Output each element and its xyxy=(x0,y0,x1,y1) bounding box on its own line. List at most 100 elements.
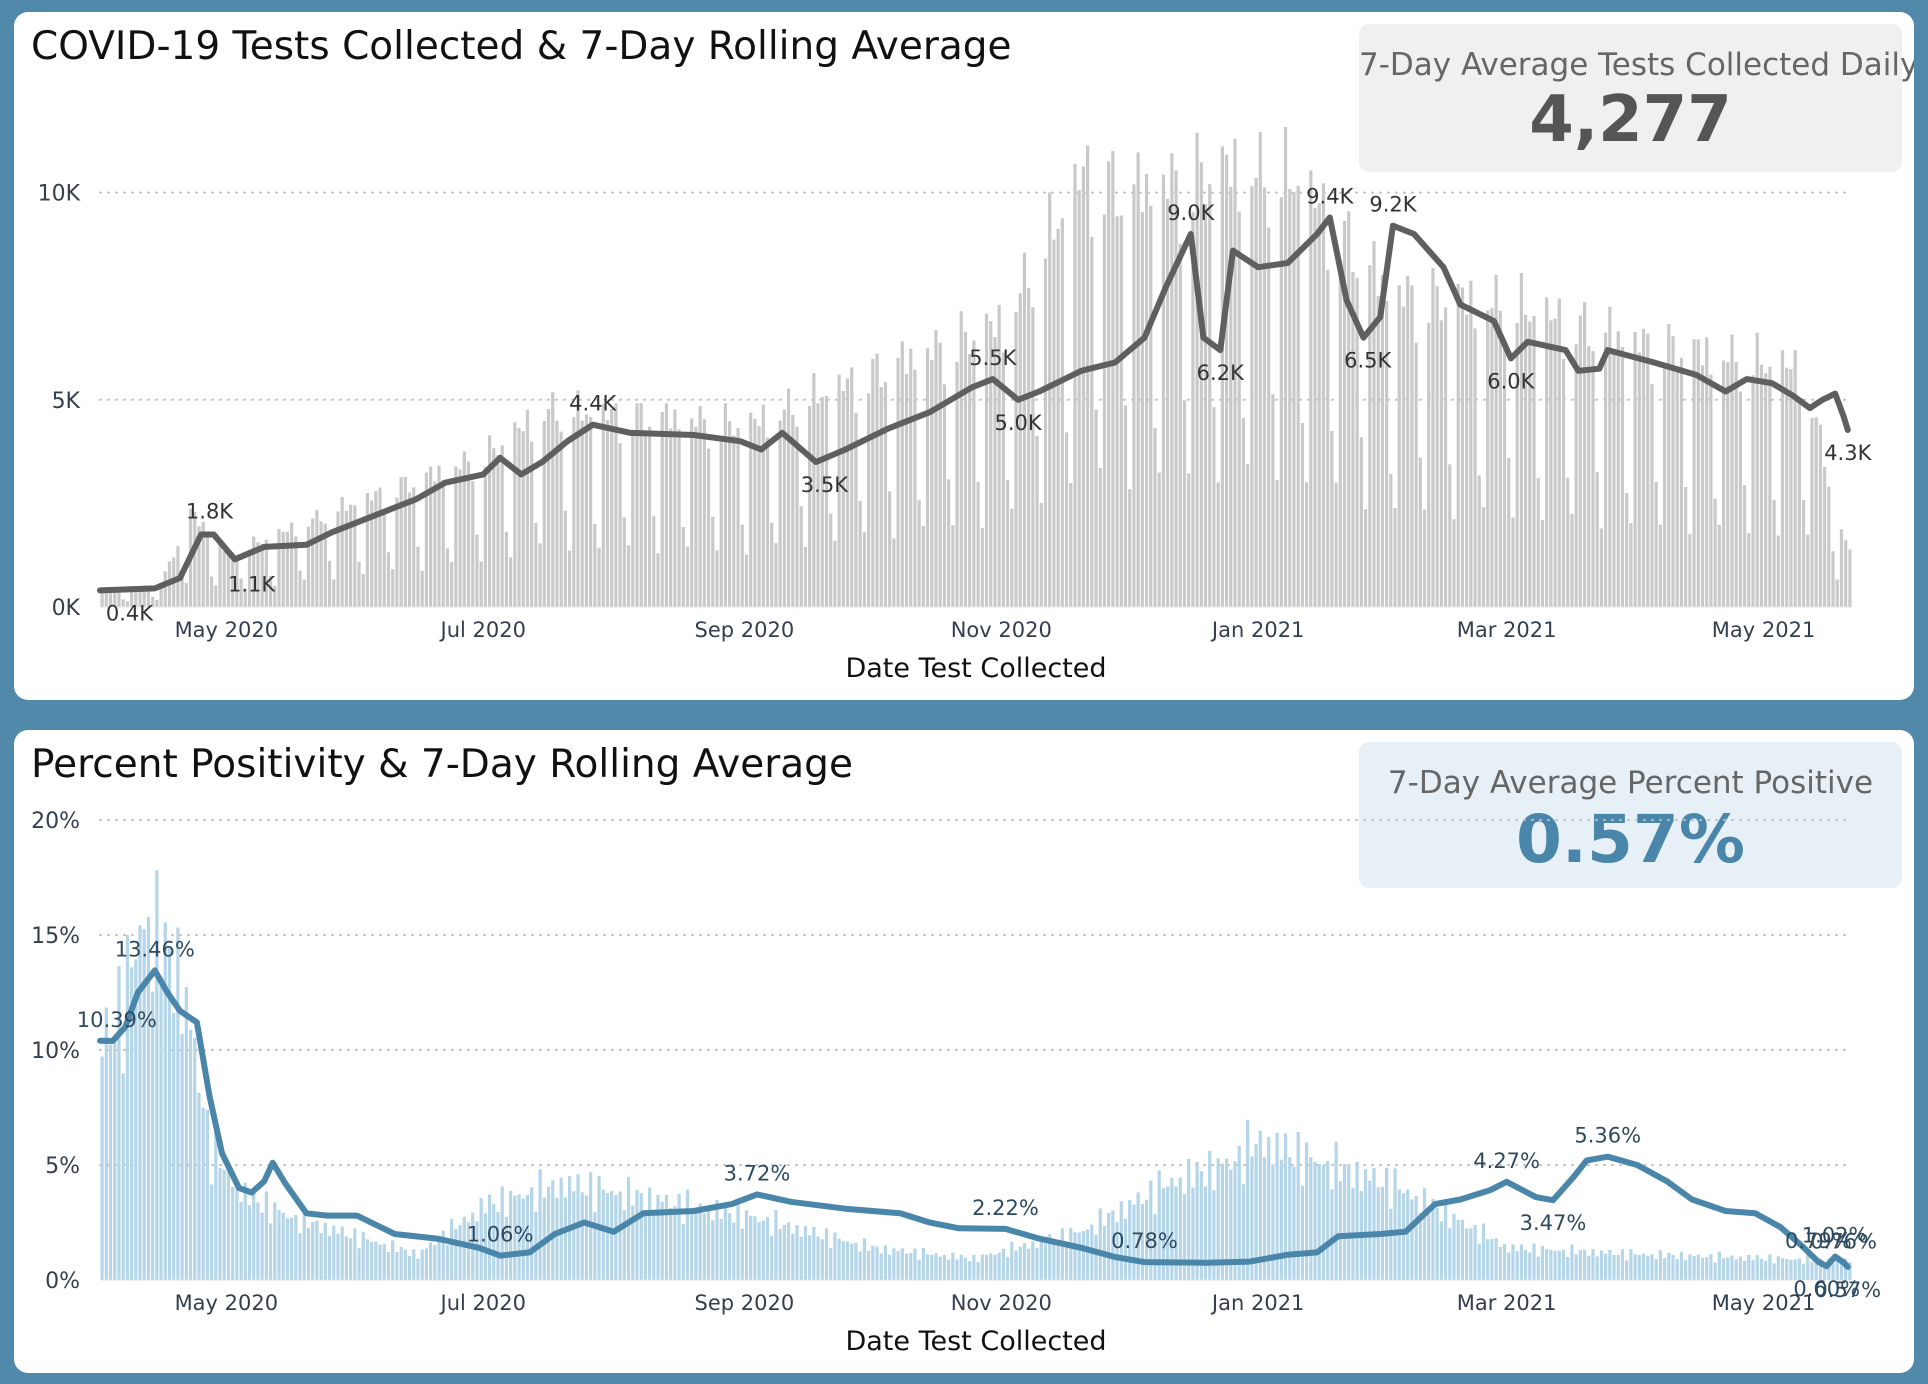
data-label: 10.39% xyxy=(77,1008,157,1032)
bar xyxy=(833,1232,837,1280)
bar xyxy=(1662,368,1667,607)
bar xyxy=(353,505,357,607)
bar xyxy=(1031,307,1035,607)
bars xyxy=(100,127,1852,608)
bar xyxy=(340,1226,344,1280)
positivity-chart[interactable]: 0% 5% 10% 15% 20% 10.39% 13.46% 1.06% 3.72% 2.22%… xyxy=(14,730,1914,1373)
rolling-average-line xyxy=(97,214,1851,594)
x-tick-label: May 2021 xyxy=(1712,1291,1816,1315)
bar xyxy=(504,1216,509,1280)
bar xyxy=(1793,349,1797,607)
bar xyxy=(984,313,989,607)
bar xyxy=(445,548,450,607)
bar xyxy=(1296,1131,1300,1280)
bar xyxy=(509,557,513,607)
data-label: 4.4K xyxy=(569,392,617,416)
bar xyxy=(715,1199,719,1280)
bar xyxy=(1334,482,1338,607)
bar xyxy=(1077,1232,1081,1280)
bar xyxy=(782,409,786,607)
bar xyxy=(382,1243,386,1280)
bar xyxy=(1692,339,1696,607)
tests-chart-title: COVID-19 Tests Collected & 7-Day Rolling… xyxy=(31,24,1012,69)
bar xyxy=(1052,1240,1056,1280)
bar xyxy=(1738,1256,1742,1280)
bar xyxy=(824,395,829,607)
bar xyxy=(698,1203,702,1280)
bar xyxy=(450,1218,454,1280)
bar xyxy=(1237,1145,1241,1280)
bar xyxy=(1212,407,1216,607)
bar xyxy=(867,1250,871,1280)
bar xyxy=(980,527,984,607)
bar xyxy=(1275,480,1279,607)
bar xyxy=(450,562,454,607)
bar xyxy=(1751,1259,1755,1280)
bar xyxy=(1755,332,1759,607)
bar xyxy=(142,585,146,607)
bar xyxy=(1414,1196,1418,1280)
bar xyxy=(462,451,466,607)
bar xyxy=(1431,267,1435,607)
bar xyxy=(1658,524,1662,607)
bar xyxy=(757,426,761,607)
bar xyxy=(942,1254,947,1280)
bar xyxy=(176,927,180,1280)
x-tick-label: Jan 2021 xyxy=(1210,618,1305,642)
bar xyxy=(1730,1255,1734,1280)
bar xyxy=(963,1257,968,1280)
bar xyxy=(1667,323,1671,607)
tests-chart[interactable]: 0K 5K 10K 0.4K 1.8K 1.1K 4.4K 3.5K 5.5K 5.0K 9.0K 6… xyxy=(14,12,1914,700)
bar xyxy=(1646,1255,1650,1280)
bar xyxy=(1363,509,1368,607)
bar xyxy=(673,1205,677,1280)
bar xyxy=(420,570,424,607)
bar xyxy=(1654,481,1658,607)
bar xyxy=(1524,314,1528,607)
bar xyxy=(1780,1258,1785,1280)
positivity-kpi-label: 7-Day Average Percent Positive xyxy=(1387,765,1874,801)
bar xyxy=(551,1180,555,1280)
bar xyxy=(1321,183,1326,607)
bar xyxy=(108,1044,113,1280)
bar xyxy=(1313,207,1317,607)
bar xyxy=(437,465,441,607)
bar xyxy=(1338,1181,1342,1280)
bar xyxy=(1035,435,1039,607)
bar xyxy=(1545,297,1549,607)
bar xyxy=(1671,336,1675,607)
bar xyxy=(407,1256,412,1280)
bar xyxy=(1069,483,1073,607)
bar xyxy=(1679,357,1684,607)
bar xyxy=(635,1189,639,1280)
bar xyxy=(1123,405,1128,607)
bar xyxy=(302,579,306,607)
bar xyxy=(1637,1255,1641,1280)
bar xyxy=(1115,216,1119,607)
bar xyxy=(786,388,791,607)
bar xyxy=(113,590,117,607)
bar xyxy=(736,428,740,607)
bar xyxy=(226,1165,231,1280)
bar xyxy=(1490,308,1494,607)
bar xyxy=(580,1192,584,1280)
bar xyxy=(1422,1188,1427,1280)
bar xyxy=(1578,315,1582,607)
bar xyxy=(391,569,395,607)
bar xyxy=(1267,1136,1271,1280)
bar xyxy=(235,558,239,607)
bar xyxy=(1570,1244,1574,1280)
bar xyxy=(1823,1262,1827,1280)
bar xyxy=(1797,1258,1801,1280)
bar xyxy=(1321,1165,1326,1280)
bar xyxy=(639,1193,643,1280)
data-label: 0.57% xyxy=(1814,1278,1881,1302)
bar xyxy=(1827,1258,1831,1280)
bar xyxy=(1022,1243,1027,1280)
tests-panel: COVID-19 Tests Collected & 7-Day Rolling… xyxy=(14,12,1914,700)
bar xyxy=(980,1254,984,1280)
bar xyxy=(525,1194,530,1280)
bar xyxy=(1182,1194,1187,1280)
bar xyxy=(841,391,845,607)
bar xyxy=(378,487,382,607)
